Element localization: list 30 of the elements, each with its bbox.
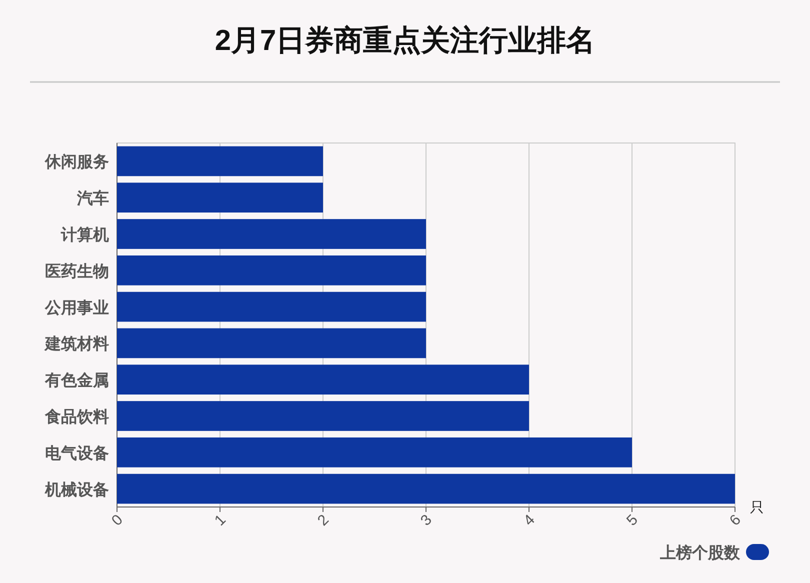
y-tick-label: 计算机 xyxy=(60,226,109,244)
x-tick-label: 2 xyxy=(314,511,332,530)
y-tick-label: 机械设备 xyxy=(44,480,109,499)
x-tick-label: 6 xyxy=(726,511,744,530)
y-tick-label: 公用事业 xyxy=(44,298,109,317)
bar xyxy=(117,474,735,504)
legend-label: 上榜个股数 xyxy=(659,544,741,562)
y-tick-label: 休闲服务 xyxy=(44,153,109,172)
bar xyxy=(117,401,529,431)
bar xyxy=(117,328,426,358)
x-axis-title: 只 xyxy=(750,499,764,515)
x-tick-label: 3 xyxy=(417,511,436,530)
bar xyxy=(117,292,426,322)
x-tick-label: 4 xyxy=(520,511,538,530)
y-tick-label: 建筑材料 xyxy=(43,335,109,354)
x-tick-label: 1 xyxy=(211,511,230,530)
bar xyxy=(117,146,323,176)
y-tick-label: 电气设备 xyxy=(45,444,109,462)
bar xyxy=(117,364,529,395)
y-tick-label: 医药生物 xyxy=(45,262,109,280)
bar xyxy=(117,437,632,468)
y-tick-label: 有色金属 xyxy=(44,372,109,390)
bar xyxy=(117,255,426,286)
bar xyxy=(117,182,323,213)
x-tick-label: 0 xyxy=(108,511,126,530)
x-tick-label: 5 xyxy=(623,511,642,530)
y-tick-label: 食品饮料 xyxy=(44,408,109,426)
chart-title: 2月7日券商重点关注行业排名 xyxy=(214,24,596,57)
bar xyxy=(117,219,426,249)
y-tick-label: 汽车 xyxy=(76,190,109,208)
